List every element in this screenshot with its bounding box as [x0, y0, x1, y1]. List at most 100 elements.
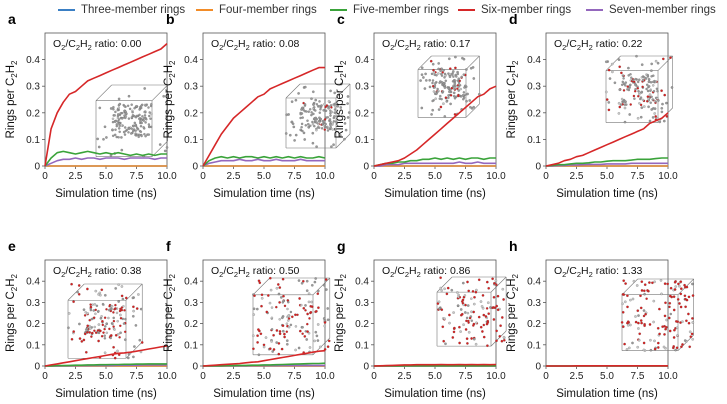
snapshot-atom: [105, 331, 109, 334]
snapshot-atom: [311, 131, 315, 135]
y-tick-label: 0.3: [184, 82, 198, 93]
snapshot-inset: [620, 278, 695, 352]
snapshot-cube-edge: [312, 277, 331, 296]
snapshot-atom: [287, 317, 291, 320]
snapshot-atom: [454, 66, 457, 70]
snapshot-atom: [290, 315, 294, 319]
snapshot-atom: [462, 97, 465, 101]
snapshot-atom: [281, 277, 285, 281]
snapshot-atom: [138, 117, 141, 121]
x-tick-label: 0: [371, 171, 377, 182]
snapshot-atom: [642, 314, 646, 318]
snapshot-atom: [443, 115, 447, 118]
snapshot-atom: [457, 81, 461, 85]
snapshot-atom: [472, 324, 475, 327]
snapshot-atom: [647, 78, 651, 81]
snapshot-atom: [439, 276, 442, 280]
snapshot-atom: [662, 119, 666, 123]
snapshot-atom: [452, 330, 456, 334]
snapshot-atom: [457, 295, 460, 299]
snapshot-atom: [433, 84, 437, 87]
snapshot-atom: [634, 320, 638, 324]
snapshot-atom: [419, 79, 422, 82]
snapshot-atom: [260, 296, 264, 300]
x-tick-label: 2.5: [227, 171, 241, 182]
snapshot-atom: [656, 346, 660, 349]
snapshot-atom: [117, 136, 120, 139]
snapshot-atom: [306, 312, 309, 316]
snapshot-atom: [664, 327, 667, 331]
snapshot-atom: [638, 332, 642, 336]
snapshot-atom: [673, 328, 676, 332]
snapshot-atom: [122, 130, 126, 134]
snapshot-atom: [437, 300, 441, 304]
snapshot-atom: [120, 285, 124, 288]
snapshot-atom: [149, 117, 152, 120]
snapshot-atom: [314, 98, 318, 102]
snapshot-atom: [150, 112, 153, 116]
y-axis-label: Rings per C2H2: [163, 273, 177, 351]
panel-letter: b: [166, 11, 175, 27]
snapshot-atom: [443, 317, 446, 321]
snapshot-atom: [456, 291, 459, 294]
x-tick-label: 7.5: [288, 171, 302, 182]
snapshot-atom: [163, 149, 167, 153]
y-tick-label: 0.1: [527, 135, 541, 146]
snapshot-atom: [333, 108, 337, 111]
snapshot-atom: [325, 288, 328, 291]
snapshot-atom: [143, 116, 146, 120]
y-tick-label: 0.4: [26, 277, 40, 288]
snapshot-atom: [683, 294, 687, 298]
snapshot-atom: [300, 281, 304, 285]
snapshot-atom: [130, 103, 133, 106]
snapshot-atom: [311, 120, 314, 124]
snapshot-atom: [637, 80, 640, 84]
snapshot-atom: [651, 116, 655, 119]
snapshot-atom: [323, 324, 327, 328]
snapshot-atom: [629, 73, 632, 76]
snapshot-atom: [301, 326, 304, 329]
snapshot-atom: [642, 289, 646, 293]
snapshot-atom: [429, 59, 433, 63]
snapshot-atom: [123, 309, 126, 312]
snapshot-atom: [450, 288, 454, 292]
snapshot-atom: [332, 120, 336, 123]
series-line-seven-member-rings: [202, 158, 325, 167]
snapshot-atom: [318, 126, 321, 129]
snapshot-atom: [283, 304, 287, 308]
snapshot-atom: [672, 336, 676, 339]
y-axis-label: Rings per C2H2: [163, 60, 177, 138]
panel-letter: c: [337, 11, 345, 27]
snapshot-atom: [147, 106, 150, 109]
snapshot-atom: [305, 279, 309, 283]
snapshot-atom: [99, 329, 102, 333]
snapshot-atom: [275, 341, 279, 344]
y-tick-label: 0.4: [184, 277, 198, 288]
snapshot-atom: [495, 329, 498, 333]
y-axis-label: Rings per C2H2: [334, 273, 348, 351]
snapshot-atom: [487, 286, 491, 290]
snapshot-atom: [346, 116, 350, 119]
snapshot-atom: [306, 322, 309, 326]
snapshot-atom: [331, 121, 334, 125]
x-tick-label: 7.5: [459, 371, 473, 382]
snapshot-atom: [627, 88, 631, 92]
snapshot-atom: [310, 113, 313, 117]
snapshot-atom: [668, 329, 672, 333]
snapshot-atom: [650, 95, 653, 99]
x-tick-label: 2.5: [227, 371, 241, 382]
snapshot-atom: [268, 347, 272, 351]
snapshot-atom: [673, 288, 677, 291]
snapshot-atom: [462, 57, 466, 61]
snapshot-atom: [646, 289, 649, 292]
x-tick-label: 7.5: [631, 171, 645, 182]
snapshot-atom: [621, 302, 624, 306]
snapshot-atom: [638, 78, 641, 81]
snapshot-atom: [492, 318, 496, 321]
snapshot-atom: [457, 77, 461, 81]
snapshot-atom: [268, 301, 272, 305]
snapshot-atom: [285, 330, 288, 333]
snapshot-atom: [88, 331, 92, 334]
snapshot-atom: [270, 340, 273, 343]
